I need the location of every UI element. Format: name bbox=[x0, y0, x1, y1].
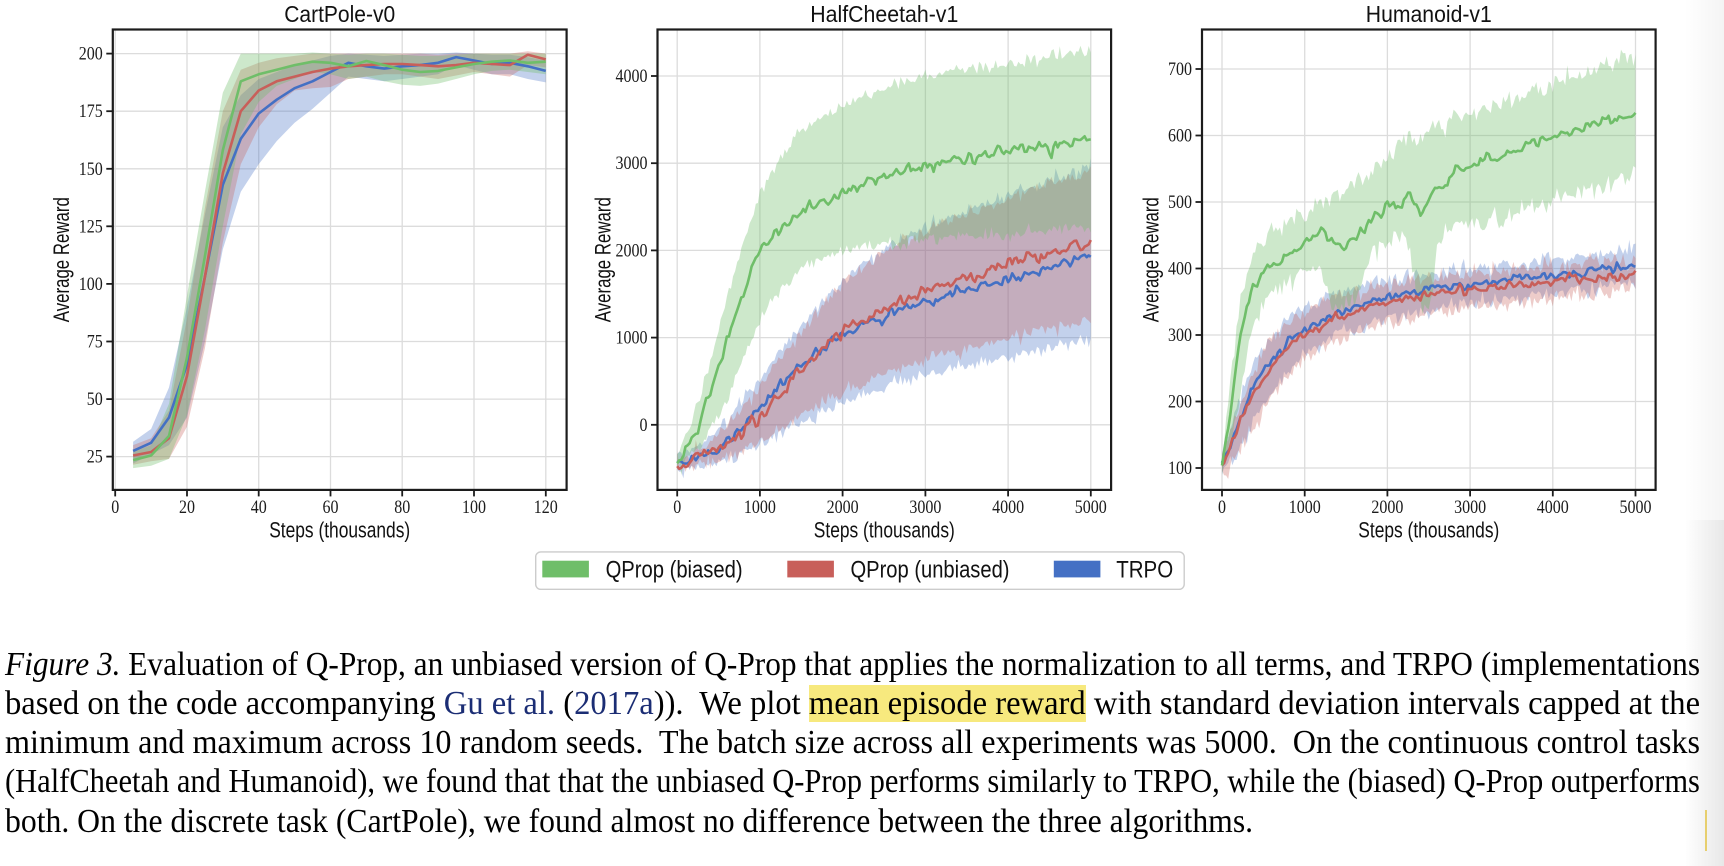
svg-text:40: 40 bbox=[251, 497, 267, 518]
svg-text:HalfCheetah-v1: HalfCheetah-v1 bbox=[810, 1, 958, 27]
svg-text:25: 25 bbox=[87, 447, 103, 468]
svg-text:Steps (thousands): Steps (thousands) bbox=[269, 517, 410, 542]
svg-text:400: 400 bbox=[1168, 259, 1192, 280]
svg-text:4000: 4000 bbox=[992, 497, 1024, 518]
svg-text:1000: 1000 bbox=[1289, 497, 1321, 518]
svg-text:1000: 1000 bbox=[744, 497, 776, 518]
svg-text:100: 100 bbox=[462, 497, 486, 518]
svg-text:4000: 4000 bbox=[1537, 497, 1569, 518]
svg-text:700: 700 bbox=[1168, 59, 1192, 80]
svg-text:200: 200 bbox=[79, 44, 103, 65]
svg-text:500: 500 bbox=[1168, 192, 1192, 213]
svg-text:Average Reward: Average Reward bbox=[591, 197, 616, 322]
svg-text:3000: 3000 bbox=[1454, 497, 1486, 518]
svg-text:100: 100 bbox=[79, 274, 103, 295]
svg-text:20: 20 bbox=[179, 497, 195, 518]
svg-text:120: 120 bbox=[534, 497, 558, 518]
svg-text:5000: 5000 bbox=[1075, 497, 1107, 518]
svg-text:Average Reward: Average Reward bbox=[49, 197, 74, 322]
svg-text:80: 80 bbox=[394, 497, 410, 518]
svg-text:5000: 5000 bbox=[1620, 497, 1652, 518]
svg-text:0: 0 bbox=[111, 497, 119, 518]
svg-text:CartPole-v0: CartPole-v0 bbox=[284, 1, 395, 27]
svg-text:0: 0 bbox=[1218, 497, 1226, 518]
svg-text:200: 200 bbox=[1168, 392, 1192, 413]
svg-text:100: 100 bbox=[1168, 458, 1192, 479]
svg-text:175: 175 bbox=[79, 101, 103, 122]
svg-text:Average Reward: Average Reward bbox=[1139, 197, 1164, 322]
svg-text:2000: 2000 bbox=[827, 497, 859, 518]
svg-text:150: 150 bbox=[79, 159, 103, 180]
svg-text:125: 125 bbox=[79, 216, 103, 237]
svg-text:600: 600 bbox=[1168, 126, 1192, 147]
svg-text:2000: 2000 bbox=[1371, 497, 1403, 518]
svg-text:3000: 3000 bbox=[909, 497, 941, 518]
svg-text:0: 0 bbox=[673, 497, 681, 518]
svg-text:4000: 4000 bbox=[616, 66, 648, 87]
svg-text:Steps (thousands): Steps (thousands) bbox=[1358, 517, 1499, 542]
svg-text:300: 300 bbox=[1168, 325, 1192, 346]
svg-text:QProp (biased): QProp (biased) bbox=[606, 557, 743, 584]
svg-text:1000: 1000 bbox=[616, 328, 648, 349]
svg-text:0: 0 bbox=[640, 415, 648, 436]
svg-text:2000: 2000 bbox=[616, 240, 648, 261]
svg-text:TRPO: TRPO bbox=[1116, 557, 1173, 584]
svg-text:Steps (thousands): Steps (thousands) bbox=[814, 517, 955, 542]
svg-text:QProp (unbiased): QProp (unbiased) bbox=[851, 557, 1010, 584]
svg-text:3000: 3000 bbox=[616, 153, 648, 174]
svg-text:Humanoid-v1: Humanoid-v1 bbox=[1366, 1, 1492, 27]
svg-text:50: 50 bbox=[87, 389, 103, 410]
svg-text:60: 60 bbox=[323, 497, 339, 518]
svg-text:75: 75 bbox=[87, 332, 103, 353]
